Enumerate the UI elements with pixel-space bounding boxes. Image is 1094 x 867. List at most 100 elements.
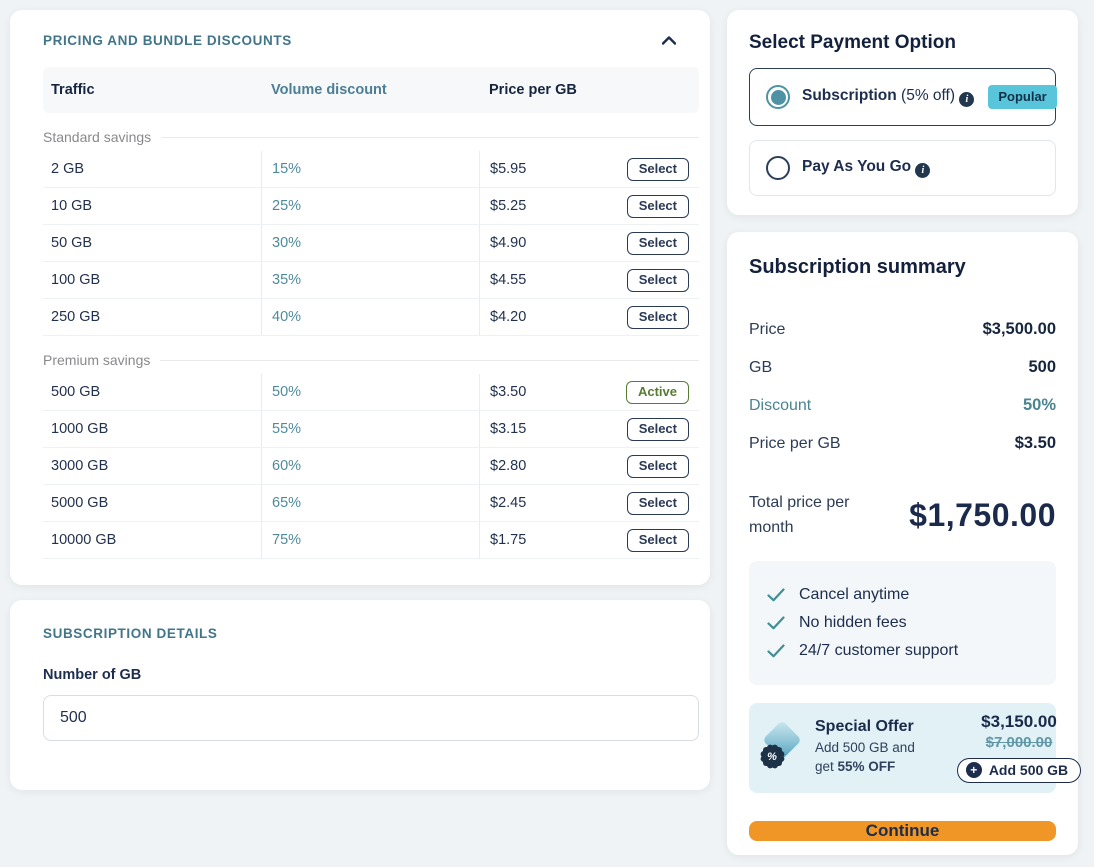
benefit-text: 24/7 customer support	[799, 641, 959, 659]
summary-row: GB 500	[749, 358, 1056, 377]
radio-button[interactable]	[766, 85, 790, 109]
summary-row-value: $3.50	[1014, 434, 1056, 452]
discount-cell: 40%	[261, 299, 479, 335]
summary-row-label: Discount	[749, 396, 812, 414]
benefit-item: Cancel anytime	[767, 586, 1038, 604]
left-column: PRICING AND BUNDLE DISCOUNTS Traffic Vol…	[10, 10, 710, 855]
select-button[interactable]: Select	[626, 454, 689, 478]
benefit-text: No hidden fees	[799, 613, 907, 631]
check-icon	[767, 587, 785, 601]
table-row: 50 GB 30% $4.90 Select	[43, 225, 699, 262]
traffic-cell: 50 GB	[51, 235, 93, 251]
price-cell: $2.45 Select	[479, 485, 699, 521]
pricing-card-title: PRICING AND BUNDLE DISCOUNTS	[43, 33, 292, 48]
discount-cell: 25%	[261, 188, 479, 224]
summary-rows: Price $3,500.00 GB 500 Discount 50% Price per …	[749, 301, 1056, 453]
collapse-button[interactable]	[658, 32, 680, 49]
benefits-box: Cancel anytime No hidden fees 24/7 custome…	[749, 560, 1056, 685]
offer-text: Special Offer Add 500 GB and get 55% OFF	[815, 718, 935, 777]
popular-badge: Popular	[988, 85, 1057, 109]
subscription-details-title: SUBSCRIPTION DETAILS	[43, 626, 218, 641]
traffic-cell: 5000 GB	[51, 495, 109, 511]
summary-title: Subscription summary	[749, 256, 966, 278]
pricing-card-header: PRICING AND BUNDLE DISCOUNTS	[43, 32, 688, 49]
price-value: $2.80	[490, 458, 527, 474]
select-button[interactable]: Select	[626, 231, 689, 255]
traffic-cell: 1000 GB	[51, 421, 109, 437]
price-value: $5.95	[490, 161, 527, 177]
discount-cell: 35%	[261, 262, 479, 298]
discount-cell: 15%	[261, 151, 479, 187]
subscription-summary-card: Subscription summary Price $3,500.00 GB 500…	[727, 232, 1082, 855]
pricing-table: Traffic Volume discount Price per GB Sta…	[43, 67, 699, 559]
table-row: 10 GB 25% $5.25 Select	[43, 188, 699, 225]
price-value: $4.20	[490, 309, 527, 325]
radio-button[interactable]	[766, 156, 790, 180]
total-label: Total price per month	[749, 494, 850, 536]
info-icon[interactable]: i	[915, 163, 931, 178]
price-cell: $4.20 Select	[479, 299, 699, 335]
payment-option-pay-as-you-go[interactable]: Pay As You Go i	[749, 140, 1056, 196]
offer-description: Add 500 GB and get 55% OFF	[815, 740, 915, 775]
plus-icon: +	[965, 762, 982, 779]
summary-row-value: 50%	[1022, 396, 1056, 414]
discount-tag-icon: %	[757, 719, 805, 774]
section-label-text: Standard savings	[43, 129, 152, 145]
benefit-text: Cancel anytime	[799, 585, 910, 603]
payment-options: Subscription (5% off) i Popular Pay As You…	[749, 68, 1057, 196]
price-value: $2.45	[490, 495, 527, 511]
price-cell: $3.50 Active	[479, 374, 699, 410]
price-value: $1.75	[490, 532, 527, 548]
traffic-cell: 100 GB	[51, 272, 101, 288]
payment-option-title: Select Payment Option	[749, 32, 956, 53]
discount-cell: 55%	[261, 411, 479, 447]
table-row: 1000 GB 55% $3.15 Select	[43, 411, 699, 448]
offer-pricing: $3,150.00 $7,000.00 + Add 500 GB	[945, 712, 1093, 784]
table-row: 2 GB 15% $5.95 Select	[43, 151, 699, 188]
total-row: Total price per month $1,750.00	[749, 491, 1056, 541]
pricing-table-body: Standard savings 2 GB 15% $5.95 Select 10 GB 2…	[43, 125, 699, 559]
summary-row: Discount 50%	[749, 396, 1056, 415]
section-label-line	[160, 359, 699, 361]
column-header-price: Price per GB	[489, 82, 577, 98]
select-button[interactable]: Select	[626, 305, 689, 329]
column-header-traffic: Traffic	[51, 82, 95, 98]
pricing-table-header: Traffic Volume discount Price per GB	[43, 67, 699, 113]
price-cell: $4.90 Select	[479, 225, 699, 261]
summary-row-label: Price per GB	[749, 434, 841, 452]
select-button[interactable]: Select	[626, 157, 689, 181]
payment-option-label: Subscription (5% off) i	[802, 87, 975, 107]
price-value: $5.25	[490, 198, 527, 214]
summary-row-value: $3,500.00	[982, 320, 1056, 338]
continue-button[interactable]: Continue	[749, 820, 1056, 841]
table-row: 250 GB 40% $4.20 Select	[43, 299, 699, 336]
column-header-discount: Volume discount	[271, 82, 387, 98]
select-button[interactable]: Select	[626, 417, 689, 441]
price-value: $3.15	[490, 421, 527, 437]
summary-row: Price $3,500.00	[749, 320, 1056, 339]
summary-row: Price per GB $3.50	[749, 434, 1056, 453]
select-button[interactable]: Select	[626, 491, 689, 515]
payment-option-card: Select Payment Option Subscription (5% o…	[727, 10, 1078, 215]
traffic-cell: 10000 GB	[51, 532, 117, 548]
special-offer-box: % Special Offer Add 500 GB and get 55% O…	[749, 702, 1082, 793]
active-badge-button[interactable]: Active	[625, 380, 689, 404]
check-icon	[767, 643, 785, 657]
info-icon[interactable]: i	[959, 92, 975, 107]
section-label-text: Premium savings	[43, 352, 151, 368]
select-button[interactable]: Select	[626, 194, 689, 218]
payment-option-subscription[interactable]: Subscription (5% off) i Popular	[749, 68, 1057, 126]
discount-cell: 65%	[261, 485, 479, 521]
price-cell: $4.55 Select	[479, 262, 699, 298]
add-500gb-button[interactable]: + Add 500 GB	[956, 758, 1082, 784]
select-button[interactable]: Select	[626, 528, 689, 552]
traffic-cell: 2 GB	[51, 161, 85, 177]
total-value: $1,750.00	[909, 497, 1056, 534]
price-value: $3.50	[490, 384, 527, 400]
select-button[interactable]: Select	[626, 268, 689, 292]
gb-input[interactable]	[43, 695, 699, 741]
summary-row-label: GB	[749, 358, 773, 376]
table-section-label: Premium savings	[43, 348, 699, 372]
table-row: 100 GB 35% $4.55 Select	[43, 262, 699, 299]
